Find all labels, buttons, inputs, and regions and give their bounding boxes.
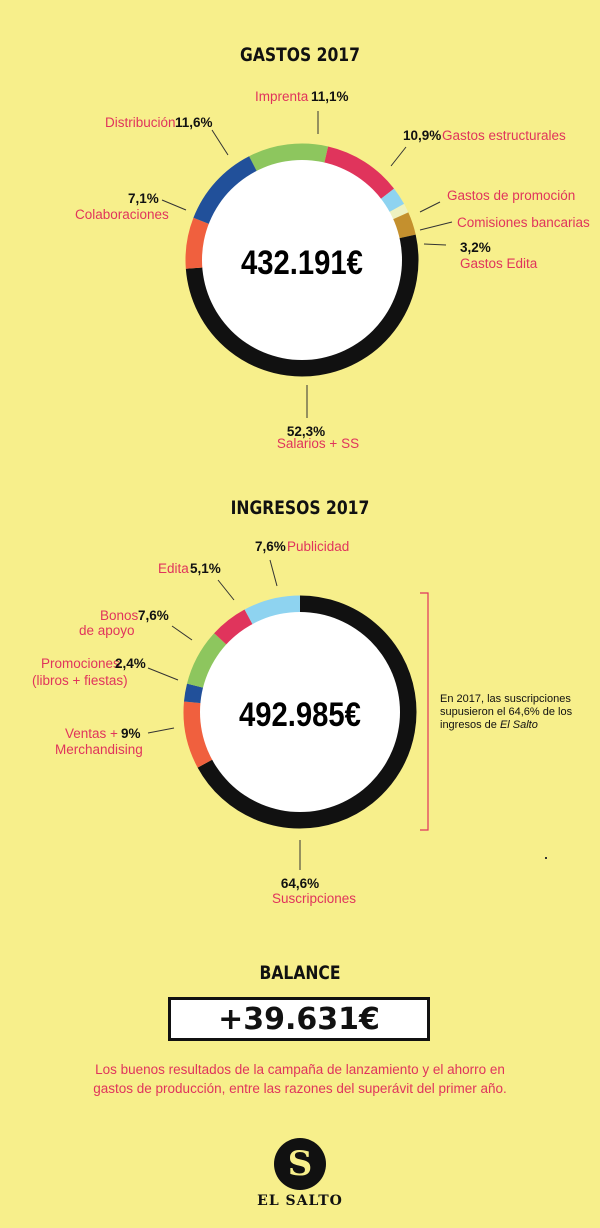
pct-edita: 3,2% xyxy=(460,240,491,255)
el-salto-logo-icon: S xyxy=(274,1138,326,1190)
label-edita-ingresos: Edita xyxy=(158,561,189,576)
slice-imprenta xyxy=(249,143,329,172)
suscripciones-bracket xyxy=(420,592,429,831)
label-publicidad: Publicidad xyxy=(287,539,349,554)
balance-title: BALANCE xyxy=(259,962,341,984)
slice-salarios-ss xyxy=(185,234,419,377)
pct-imprenta: 11,1% xyxy=(311,89,349,104)
slice-distribuci-n xyxy=(193,156,258,225)
slice-edita xyxy=(214,609,253,645)
slice-bonos-de-apoyo xyxy=(187,633,227,688)
slice-gastos-edita xyxy=(392,212,416,239)
balance-description: Los buenos resultados de la campaña de l… xyxy=(80,1060,520,1098)
balance-value-box: +39.631€ xyxy=(168,997,430,1041)
ingresos-donut xyxy=(183,595,417,829)
balance-value: +39.631€ xyxy=(218,1001,380,1037)
gastos-labels: Imprenta 11,1% 10,9% Gastos estructurale… xyxy=(75,89,590,451)
note-italic: El Salto xyxy=(499,719,538,731)
stray-dot xyxy=(545,857,547,859)
label-bonos-1: Bonos xyxy=(100,608,139,623)
pct-colaboraciones: 7,1% xyxy=(128,191,159,206)
pct-distribucion: 11,6% xyxy=(175,115,213,130)
ingresos-total: 492.985€ xyxy=(239,695,361,734)
note-line-3: ingresos de El Salto xyxy=(440,719,580,732)
suscripciones-note: En 2017, las suscripciones supusieron el… xyxy=(440,693,580,732)
note-line-2: supusieron el 64,6% de los xyxy=(440,706,573,718)
label-promocion: Gastos de promoción xyxy=(447,188,575,203)
label-edita: Gastos Edita xyxy=(460,256,538,271)
gastos-donut xyxy=(185,143,419,377)
slice-gastos-de-promoci-n xyxy=(380,188,405,213)
label-distribucion: Distribución xyxy=(105,115,176,130)
label-promociones-2: (libros + fiestas) xyxy=(32,673,128,688)
label-imprenta: Imprenta xyxy=(255,89,309,104)
label-promociones-1: Promociones xyxy=(41,656,120,671)
pct-bonos: 7,6% xyxy=(138,608,169,623)
slice-colaboraciones xyxy=(185,217,210,269)
slice-comisiones-bancarias xyxy=(389,203,409,220)
gastos-title: GASTOS 2017 xyxy=(240,44,360,66)
gastos-center xyxy=(202,160,402,360)
pct-salarios: 52,3% xyxy=(287,424,325,439)
label-ventas-1: Ventas + xyxy=(65,726,118,741)
pct-suscripciones: 64,6% xyxy=(281,876,319,891)
gastos-leader-lines xyxy=(161,111,453,418)
label-estructurales: Gastos estructurales xyxy=(442,128,566,143)
logo-name: EL SALTO xyxy=(257,1193,343,1209)
pct-ventas: 9% xyxy=(121,726,141,741)
slice-gastos-estructurales xyxy=(324,146,395,200)
balance-text-line-2: gastos de producción, entre las razones … xyxy=(93,1081,507,1096)
slice-ventas-merchandising xyxy=(183,701,213,768)
slice-publicidad xyxy=(244,595,301,625)
ingresos-labels: 7,6% Publicidad Edita 5,1% Bonos 7,6% de… xyxy=(32,539,356,906)
label-suscripciones: Suscripciones xyxy=(272,891,356,906)
slice-suscripciones xyxy=(197,595,417,829)
pct-publicidad: 7,6% xyxy=(255,539,286,554)
pct-edita-ingresos: 5,1% xyxy=(190,561,221,576)
logo-letter: S xyxy=(287,1144,313,1184)
balance-text-line-1: Los buenos resultados de la campaña de l… xyxy=(95,1062,505,1077)
gastos-total: 432.191€ xyxy=(241,243,363,282)
slice-promociones-libros-fiestas- xyxy=(183,683,204,704)
ingresos-leader-lines xyxy=(147,559,301,870)
pct-estructurales: 10,9% xyxy=(403,128,441,143)
label-bonos-2: de apoyo xyxy=(79,623,135,638)
label-colaboraciones: Colaboraciones xyxy=(75,207,169,222)
ingresos-title: INGRESOS 2017 xyxy=(230,497,370,519)
note-line-1: En 2017, las suscripciones xyxy=(440,693,571,705)
ingresos-center xyxy=(200,612,400,812)
label-ventas-2: Merchandising xyxy=(55,742,143,757)
label-salarios: Salarios + SS xyxy=(277,436,359,451)
pct-promociones: 2,4% xyxy=(115,656,146,671)
label-comisiones: Comisiones bancarias xyxy=(457,215,590,230)
note-line-3-text: ingresos de xyxy=(440,719,497,731)
